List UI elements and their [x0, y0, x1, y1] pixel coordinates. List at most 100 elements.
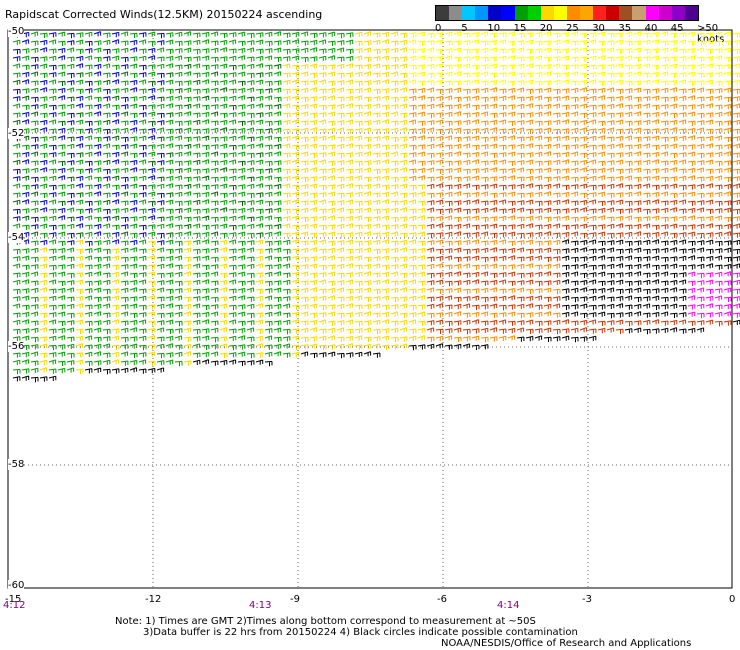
wind-barb: [111, 224, 120, 230]
wind-barb: [687, 80, 696, 86]
wind-barb: [21, 311, 30, 318]
time-label: 4:12: [3, 600, 26, 611]
wind-barb: [201, 168, 210, 174]
wind-barb: [723, 120, 732, 126]
wind-barb: [471, 151, 480, 158]
wind-barb: [507, 287, 516, 294]
wind-barb: [633, 183, 642, 190]
wind-barb: [66, 256, 75, 262]
wind-barb: [84, 175, 93, 181]
wind-barb: [687, 120, 696, 126]
wind-barb: [372, 112, 381, 118]
wind-barb: [579, 247, 588, 253]
wind-barb: [480, 256, 489, 263]
wind-barb: [687, 224, 696, 230]
wind-barb: [426, 247, 435, 253]
wind-barb: [732, 103, 740, 109]
wind-barb: [516, 143, 525, 149]
wind-barb: [111, 31, 120, 38]
wind-barb: [372, 248, 381, 255]
wind-barb: [633, 207, 642, 213]
wind-barb: [678, 135, 687, 141]
wind-barb: [282, 336, 291, 342]
wind-barb: [417, 247, 426, 254]
wind-barb: [570, 320, 579, 326]
wind-barb: [192, 256, 201, 262]
wind-barb: [57, 215, 66, 221]
wind-barb: [471, 39, 480, 45]
wind-barb: [606, 160, 615, 166]
wind-barb: [471, 231, 480, 238]
wind-barb: [255, 312, 264, 318]
wind-barb: [147, 207, 156, 214]
wind-barb: [579, 127, 588, 133]
wind-barb: [705, 168, 714, 174]
wind-barb: [615, 239, 624, 245]
wind-barb: [633, 103, 642, 110]
wind-barb: [309, 79, 318, 86]
wind-barb: [588, 288, 597, 294]
wind-barb: [327, 184, 336, 190]
wind-barb: [399, 232, 408, 238]
wind-barb: [183, 360, 192, 366]
wind-barb: [498, 279, 507, 285]
wind-barb: [363, 103, 372, 110]
wind-barb: [336, 223, 345, 229]
wind-barb: [282, 248, 291, 255]
wind-barb: [435, 135, 444, 142]
wind-barb: [183, 176, 192, 182]
wind-barb: [498, 39, 507, 45]
wind-barb: [678, 64, 687, 71]
wind-barb: [264, 80, 273, 87]
wind-barb: [372, 223, 381, 229]
wind-barb: [489, 47, 498, 53]
wind-barb: [696, 160, 705, 166]
wind-barb: [210, 200, 219, 206]
wind-barb: [336, 176, 345, 182]
wind-barb: [354, 120, 363, 127]
wind-barb: [345, 152, 354, 158]
wind-barb: [669, 232, 678, 238]
wind-barb: [48, 208, 57, 214]
wind-barb: [48, 48, 57, 54]
wind-barb: [228, 192, 237, 198]
wind-barb: [84, 304, 93, 310]
wind-barb: [354, 280, 363, 287]
wind-barb: [345, 119, 354, 125]
wind-barb: [723, 207, 732, 213]
wind-barb: [651, 328, 660, 334]
wind-barb: [696, 272, 705, 279]
wind-barb: [246, 136, 255, 142]
wind-barb: [84, 80, 93, 87]
wind-barb: [462, 192, 471, 198]
wind-barb: [435, 32, 444, 38]
wind-barb: [678, 255, 687, 261]
wind-barb: [651, 135, 660, 141]
wind-barb: [30, 184, 39, 190]
wind-barb: [372, 48, 381, 55]
wind-barb: [696, 216, 705, 222]
wind-barb: [102, 32, 111, 38]
wind-barb: [192, 79, 201, 85]
wind-barb: [30, 336, 39, 343]
wind-barb: [21, 359, 30, 365]
wind-barb: [624, 264, 633, 270]
wind-barb: [363, 351, 372, 357]
wind-barb: [615, 159, 624, 165]
y-tick-label: -50: [8, 26, 25, 37]
wind-barb: [30, 360, 39, 366]
wind-barb: [507, 111, 516, 117]
legend-swatch: [436, 6, 450, 20]
wind-barb: [669, 263, 678, 269]
wind-barb: [138, 248, 147, 254]
wind-barb: [156, 352, 165, 359]
wind-barb: [408, 135, 417, 141]
wind-barb: [678, 232, 687, 238]
wind-barb: [399, 247, 408, 253]
wind-barb: [165, 279, 174, 285]
wind-barb: [579, 119, 588, 126]
wind-barb: [633, 31, 642, 37]
wind-barb: [417, 144, 426, 150]
wind-barb: [84, 71, 93, 77]
wind-barb: [219, 192, 228, 198]
